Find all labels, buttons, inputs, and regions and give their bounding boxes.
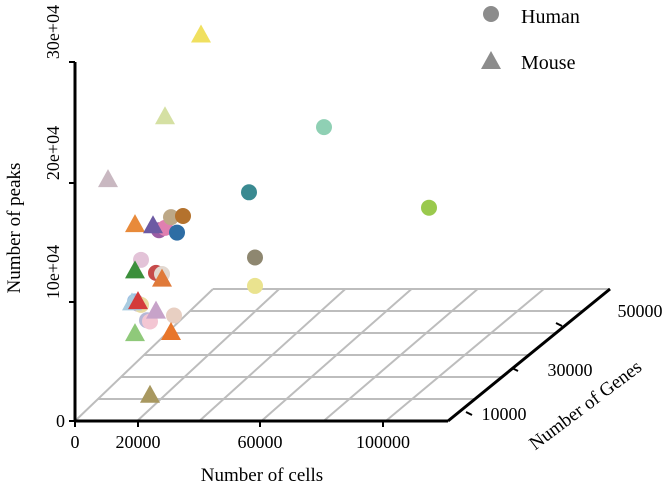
- mouse-data-point: [155, 106, 175, 125]
- data-points: [98, 24, 437, 403]
- legend-mouse-label: Mouse: [521, 52, 576, 74]
- y-tick-label: 10e+04: [43, 245, 63, 299]
- ticks: 0 10e+04 20e+04 30e+04 0 20000 60000 100000 1000…: [43, 5, 663, 452]
- human-data-point: [175, 207, 191, 224]
- human-data-point: [247, 249, 263, 266]
- human-data-point: [316, 119, 332, 136]
- z-tick-mark: [465, 411, 473, 416]
- human-data-point: [133, 251, 149, 268]
- z-tick-mark: [555, 322, 563, 327]
- mouse-data-point: [140, 384, 160, 403]
- grid-line-cross: [260, 288, 413, 422]
- grid-line-cross: [136, 288, 280, 422]
- mouse-data-point: [128, 291, 148, 310]
- z-tick-label: 50000: [618, 301, 663, 321]
- mouse-data-point: [161, 321, 181, 340]
- z-tick-label: 30000: [548, 360, 593, 380]
- grid-line-cross: [198, 288, 347, 422]
- x-tick-label: 100000: [356, 432, 410, 452]
- x-axis-label: Number of cells: [201, 465, 323, 486]
- human-data-point: [421, 199, 437, 216]
- axes: [73, 62, 611, 423]
- grid-line-cross: [323, 288, 479, 422]
- y-axis-label: Number of peaks: [4, 163, 25, 294]
- legend-human-marker: [483, 6, 499, 22]
- mouse-data-point: [125, 323, 145, 342]
- human-data-point: [169, 224, 185, 241]
- human-data-point: [247, 277, 263, 294]
- x-tick-label: 0: [71, 432, 80, 452]
- mouse-data-point: [125, 260, 145, 279]
- mouse-data-point: [143, 215, 163, 234]
- human-data-point: [163, 209, 179, 226]
- x-tick-label: 60000: [238, 432, 283, 452]
- mouse-data-point: [98, 169, 118, 188]
- mouse-data-point: [125, 214, 145, 233]
- z-tick-mark: [511, 367, 519, 372]
- human-data-point: [241, 184, 257, 201]
- y-tick-label: 30e+04: [43, 5, 63, 59]
- mouse-data-point: [152, 268, 172, 287]
- z-axis-line: [447, 287, 611, 423]
- x-tick-label: 20000: [116, 432, 161, 452]
- z-tick-label: 10000: [482, 404, 527, 424]
- grid-line-cross: [74, 288, 214, 422]
- grid-line-cross: [385, 288, 545, 422]
- human-data-point: [166, 307, 182, 324]
- y-tick-label: 0: [56, 411, 65, 431]
- mouse-data-point: [146, 300, 166, 319]
- legend-mouse-marker: [481, 51, 501, 69]
- y-tick-label: 20e+04: [43, 126, 63, 180]
- mouse-data-point: [191, 24, 211, 43]
- legend: Human Mouse: [481, 6, 580, 74]
- legend-human-label: Human: [521, 6, 580, 28]
